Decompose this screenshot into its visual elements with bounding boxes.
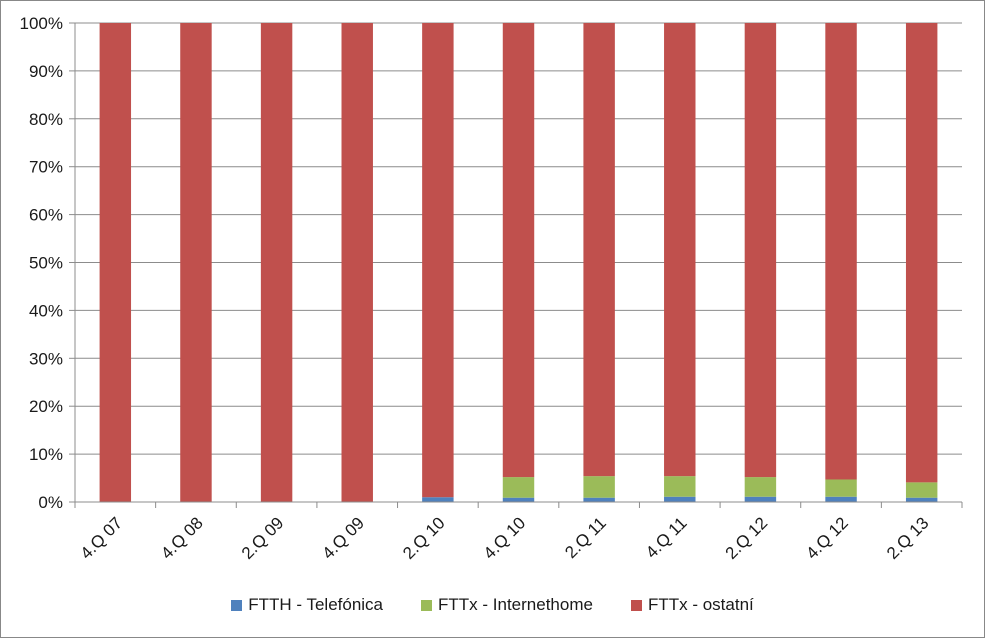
bar-segment-series-2 bbox=[744, 477, 777, 497]
bar-segment-series-2 bbox=[583, 476, 615, 498]
bar-segment-series-1 bbox=[905, 497, 938, 502]
x-tick-label: 2.Q 11 bbox=[561, 513, 610, 562]
legend-swatch bbox=[421, 599, 433, 611]
x-tick-label: 4.Q 12 bbox=[802, 513, 852, 563]
bar-segment-series-2 bbox=[664, 476, 696, 497]
y-tick-label: 40% bbox=[29, 301, 63, 320]
y-tick-label: 90% bbox=[29, 62, 63, 81]
bar-segment-series-3 bbox=[99, 23, 132, 502]
bar-segment-series-1 bbox=[422, 497, 454, 502]
legend-item: FTTx - Internethome bbox=[421, 595, 593, 615]
legend-label: FTTx - ostatní bbox=[647, 595, 754, 614]
x-tick-label: 4.Q 07 bbox=[77, 513, 127, 563]
bar-segment-series-3 bbox=[502, 23, 535, 478]
legend-item: FTTH - Telefónica bbox=[231, 595, 383, 615]
y-tick-label: 10% bbox=[29, 445, 63, 464]
legend: FTTH - Telefónica FTTx - Internethome FTTx… bbox=[0, 593, 985, 617]
bar-segment-series-1 bbox=[744, 496, 777, 502]
bars bbox=[99, 23, 938, 502]
bar-segment-series-1 bbox=[583, 497, 615, 502]
y-tick-label: 50% bbox=[29, 254, 63, 273]
y-tick-label: 0% bbox=[38, 493, 63, 512]
x-tick-label: 2.Q 12 bbox=[722, 513, 772, 563]
bar-segment-series-3 bbox=[825, 23, 857, 480]
y-tick-label: 70% bbox=[29, 158, 63, 177]
bar-segment-series-3 bbox=[583, 23, 615, 477]
x-tick-label: 4.Q 11 bbox=[642, 513, 691, 562]
legend-swatch bbox=[231, 599, 243, 611]
bar-segment-series-1 bbox=[502, 497, 535, 502]
bar-segment-series-2 bbox=[502, 477, 535, 498]
bar-segment-series-3 bbox=[422, 23, 454, 498]
y-tick-label: 100% bbox=[20, 14, 63, 33]
x-axis-ticks: 4.Q 07 4.Q 08 2.Q 09 4.Q 09 2.Q 10 4.Q 10 2.Q … bbox=[74, 502, 963, 563]
y-axis-ticks: 0% 10% 20% 30% 40% 50% 60% 70% 80% 90% 100% bbox=[20, 14, 75, 512]
x-tick-label: 4.Q 09 bbox=[319, 513, 369, 563]
y-tick-label: 60% bbox=[29, 206, 63, 225]
y-tick-label: 30% bbox=[29, 349, 63, 368]
bar-segment-series-2 bbox=[905, 482, 938, 498]
bar-segment-series-2 bbox=[825, 479, 857, 497]
bar-segment-series-3 bbox=[664, 23, 696, 477]
y-tick-label: 80% bbox=[29, 110, 63, 129]
bar-segment-series-1 bbox=[664, 496, 696, 502]
x-tick-label: 2.Q 09 bbox=[238, 513, 288, 563]
legend-label: FTTH - Telefónica bbox=[248, 595, 384, 614]
x-tick-label: 4.Q 08 bbox=[157, 513, 207, 563]
bar-segment-series-1 bbox=[825, 496, 857, 502]
x-tick-label: 2.Q 13 bbox=[883, 513, 933, 563]
bar-segment-series-3 bbox=[180, 23, 212, 502]
legend-swatch bbox=[630, 599, 642, 611]
bar-segment-series-3 bbox=[744, 23, 777, 478]
bar-segment-series-3 bbox=[260, 23, 293, 502]
y-tick-label: 20% bbox=[29, 397, 63, 416]
legend-label: FTTx - Internethome bbox=[438, 595, 593, 614]
bar-segment-series-3 bbox=[341, 23, 373, 502]
x-tick-label: 2.Q 10 bbox=[399, 513, 449, 563]
x-tick-label: 4.Q 10 bbox=[480, 513, 530, 563]
axes bbox=[74, 23, 962, 503]
bar-segment-series-3 bbox=[905, 23, 938, 483]
legend-item: FTTx - ostatní bbox=[630, 595, 754, 615]
